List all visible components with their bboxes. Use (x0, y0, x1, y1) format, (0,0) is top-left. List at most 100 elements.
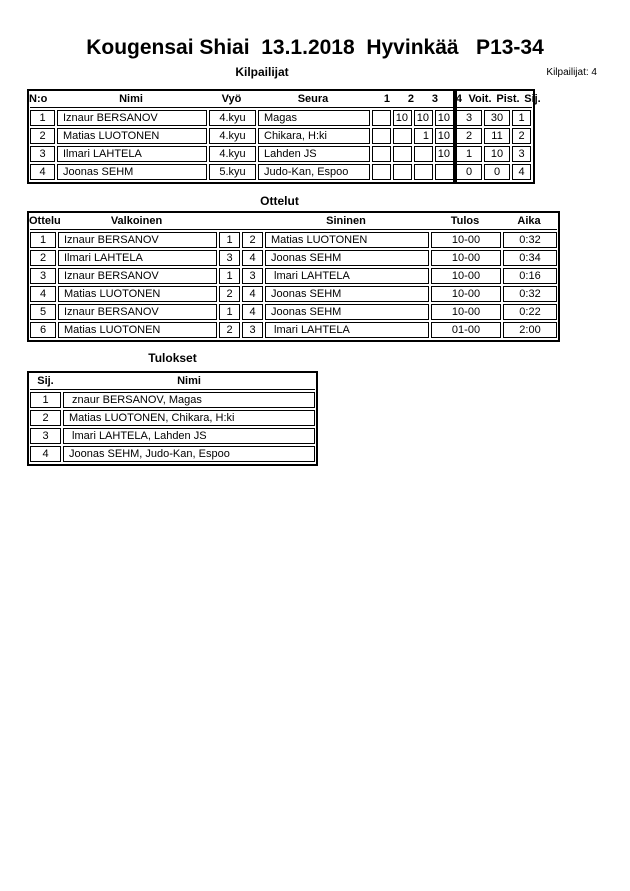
results-block-divider (453, 91, 457, 182)
match-time: 0:22 (503, 304, 557, 320)
blue-fighter-number: 4 (242, 286, 263, 302)
score-vs-3 (414, 164, 433, 180)
competitor-belt: 5.kyu (209, 164, 256, 180)
col-header-opponent-2: 2 (407, 92, 414, 105)
score-vs-1 (372, 110, 391, 126)
blue-fighter-number: 3 (242, 322, 263, 338)
match-result: 01-00 (431, 322, 501, 338)
tulokset-row: 4 Joonas SEHM, Judo-Kan, Espoo (30, 446, 315, 462)
ottelut-row: 4 Matias LUOTONEN 2 4 Joonas SEHM 10-00 0:32 (30, 286, 557, 302)
col-header-opponent-4: 4 (455, 92, 462, 105)
ottelut-row: 2 Ilmari LAHTELA 3 4 Joonas SEHM 10-00 0:34 (30, 250, 557, 266)
final-place: 3 (30, 428, 61, 444)
white-fighter-name: Iznaur BERSANOV (58, 232, 217, 248)
tulokset-header-row: Sij. Nimi (30, 373, 315, 390)
kilpailijat-header-row: N:o Nimi Vyö Seura 1 2 3 4 Voit. Pist. S… (29, 91, 541, 108)
wins-value: 1 (456, 146, 482, 162)
score-vs-4 (435, 164, 454, 180)
col-header-opponent-3: 3 (431, 92, 438, 105)
col-header-voit: Voit. (468, 92, 492, 105)
final-competitor-name: lmari LAHTELA, Lahden JS (63, 428, 315, 444)
page-title: Kougensai Shiai 13.1.2018 Hyvinkää P13-3… (86, 36, 544, 59)
col-header-sij: Sij. (524, 92, 541, 105)
competitor-name: Iznaur BERSANOV (57, 110, 207, 126)
col-header-nimi: Nimi (177, 374, 201, 387)
tulokset-row: 3 lmari LAHTELA, Lahden JS (30, 428, 315, 444)
score-vs-3 (414, 146, 433, 162)
match-number: 5 (30, 304, 56, 320)
match-number: 2 (30, 250, 56, 266)
white-fighter-number: 1 (219, 268, 240, 284)
blue-fighter-number: 4 (242, 250, 263, 266)
col-header-pist: Pist. (496, 92, 520, 105)
match-time: 0:16 (503, 268, 557, 284)
white-fighter-name: Iznaur BERSANOV (58, 268, 217, 284)
col-header-valkoinen: Valkoinen (110, 214, 163, 227)
match-time: 0:34 (503, 250, 557, 266)
final-place: 2 (30, 410, 61, 426)
match-result: 10-00 (431, 304, 501, 320)
white-fighter-name: Matias LUOTONEN (58, 322, 217, 338)
col-header-sij: Sij. (37, 374, 54, 387)
score-vs-1 (372, 146, 391, 162)
points-value: 10 (484, 146, 510, 162)
final-place: 1 (30, 392, 61, 408)
kilpailijat-row: 1 Iznaur BERSANOV 4.kyu Magas 10 10 10 3 30 1 (30, 110, 532, 126)
ottelut-section-title: Ottelut (260, 194, 299, 208)
competitor-club: Judo-Kan, Espoo (258, 164, 370, 180)
score-vs-3: 1 (414, 128, 433, 144)
match-result: 10-00 (431, 268, 501, 284)
match-number: 3 (30, 268, 56, 284)
match-time: 0:32 (503, 232, 557, 248)
competitor-number: 4 (30, 164, 55, 180)
competitor-number: 2 (30, 128, 55, 144)
competitor-number: 3 (30, 146, 55, 162)
match-result: 10-00 (431, 286, 501, 302)
kilpailijat-table: N:o Nimi Vyö Seura 1 2 3 4 Voit. Pist. S… (27, 89, 541, 184)
white-fighter-name: Ilmari LAHTELA (58, 250, 217, 266)
points-value: 0 (484, 164, 510, 180)
points-value: 30 (484, 110, 510, 126)
col-header-opponent-1: 1 (383, 92, 390, 105)
kilpailijat-row: 2 Matias LUOTONEN 4.kyu Chikara, H:ki 1 10 2 11… (30, 128, 532, 144)
competitor-count-label: Kilpailijat: 4 (546, 67, 597, 78)
blue-fighter-name: Matias LUOTONEN (265, 232, 429, 248)
wins-value: 3 (456, 110, 482, 126)
blue-fighter-number: 4 (242, 304, 263, 320)
col-header-tulos: Tulos (450, 214, 480, 227)
score-vs-4: 10 (435, 146, 454, 162)
competitor-belt: 4.kyu (209, 128, 256, 144)
col-header-no: N:o (29, 92, 48, 105)
kilpailijat-section-title: Kilpailijat (235, 65, 289, 79)
score-vs-4: 10 (435, 128, 454, 144)
match-number: 1 (30, 232, 56, 248)
white-fighter-number: 3 (219, 250, 240, 266)
tulokset-table: Sij. Nimi 1 znaur BERSANOV, Magas 2 Matias… (27, 371, 318, 466)
col-header-aika: Aika (517, 214, 541, 227)
final-competitor-name: Joonas SEHM, Judo-Kan, Espoo (63, 446, 315, 462)
competitor-number: 1 (30, 110, 55, 126)
kilpailijat-row: 4 Joonas SEHM 5.kyu Judo-Kan, Espoo 0 0 4 (30, 164, 532, 180)
match-number: 4 (30, 286, 56, 302)
match-time: 0:32 (503, 286, 557, 302)
points-value: 11 (484, 128, 510, 144)
ottelut-row: 6 Matias LUOTONEN 2 3 lmari LAHTELA 01-00 2:0… (30, 322, 557, 338)
wins-value: 2 (456, 128, 482, 144)
ottelut-row: 5 Iznaur BERSANOV 1 4 Joonas SEHM 10-00 0:22 (30, 304, 557, 320)
kilpailijat-row: 3 Ilmari LAHTELA 4.kyu Lahden JS 10 1 10 3 (30, 146, 532, 162)
score-vs-1 (372, 128, 391, 144)
score-vs-3: 10 (414, 110, 433, 126)
wins-value: 0 (456, 164, 482, 180)
blue-fighter-name: Joonas SEHM (265, 286, 429, 302)
score-vs-4: 10 (435, 110, 454, 126)
col-header-sininen: Sininen (326, 214, 366, 227)
match-time: 2:00 (503, 322, 557, 338)
white-fighter-number: 1 (219, 304, 240, 320)
white-fighter-name: Iznaur BERSANOV (58, 304, 217, 320)
final-competitor-name: znaur BERSANOV, Magas (63, 392, 315, 408)
blue-fighter-number: 3 (242, 268, 263, 284)
competitor-belt: 4.kyu (209, 110, 256, 126)
place-value: 2 (512, 128, 531, 144)
competitor-belt: 4.kyu (209, 146, 256, 162)
